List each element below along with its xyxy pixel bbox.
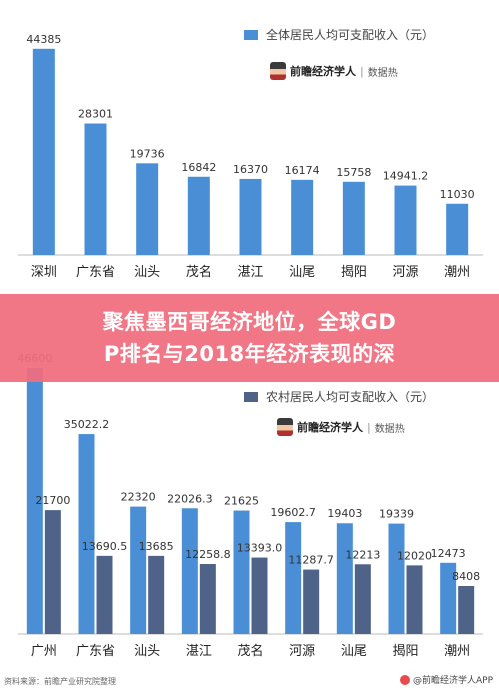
brand-name: 前瞻经济学人 xyxy=(290,65,356,78)
bar-series2-3 xyxy=(199,564,216,634)
bar-series2-2 xyxy=(148,555,165,634)
category-label: 广东省 xyxy=(76,265,115,280)
bar-series2-6 xyxy=(354,564,371,634)
chart2-plot: 4660021700广州35022.213690.5广东省2232013685汕… xyxy=(17,352,483,659)
bar-series2-5 xyxy=(303,569,320,634)
chart1-legend-swatch xyxy=(244,29,258,40)
footer-brand-label: @前瞻经济学人APP xyxy=(412,676,493,686)
data-label: 16842 xyxy=(181,161,216,174)
data-label: 12473 xyxy=(431,547,466,560)
data-label: 21700 xyxy=(35,494,70,507)
category-label: 潮州 xyxy=(444,644,470,659)
brand-separator: | xyxy=(360,64,364,78)
bar-series1-6 xyxy=(336,523,353,634)
data-label: 19403 xyxy=(327,507,362,520)
headline-line-1: 聚焦墨西哥经济地位，全球GD xyxy=(102,310,397,334)
data-label: 16370 xyxy=(233,163,268,176)
data-label: 12258.8 xyxy=(185,548,231,561)
chart2-legend-swatch xyxy=(244,391,258,402)
data-label: 22320 xyxy=(121,491,156,504)
data-label: 12020 xyxy=(397,549,432,562)
chart2-legend-label: 农村居民人均可支配收入（元） xyxy=(266,390,435,404)
bar-series2-8 xyxy=(458,586,475,634)
category-label: 汕尾 xyxy=(289,265,315,280)
data-label: 15758 xyxy=(336,166,371,179)
data-label: 28301 xyxy=(78,108,113,121)
footer-brand: @前瞻经济学人APP xyxy=(399,673,493,686)
data-label: 12213 xyxy=(345,548,380,561)
category-label: 湛江 xyxy=(186,644,212,659)
category-label: 广州 xyxy=(31,644,57,659)
chart1-legend-label: 全体居民人均可支配收入（元） xyxy=(266,28,435,42)
income-chart-2: 农村居民人均可支配收入（元） 前瞻经济学人 | 数据热 4660021700广州… xyxy=(0,294,499,689)
data-label: 19602.7 xyxy=(270,506,316,519)
brand-tag: 数据热 xyxy=(367,67,398,79)
data-label: 16174 xyxy=(285,164,320,177)
app-logo-icon xyxy=(399,674,410,685)
data-label: 13685 xyxy=(139,540,174,553)
bar-series1-8 xyxy=(440,562,457,634)
bar-series1-7 xyxy=(394,185,417,255)
data-label: 13393.0 xyxy=(237,542,283,555)
brand-tag: 数据热 xyxy=(374,423,405,435)
bar-series2-1 xyxy=(96,555,113,634)
brand-avatar-icon xyxy=(270,62,286,80)
bar-series1-1 xyxy=(78,434,95,634)
bar-series1-6 xyxy=(342,181,365,255)
data-label: 21625 xyxy=(224,495,259,508)
bar-series1-4 xyxy=(233,510,250,634)
brand-separator: | xyxy=(367,420,371,434)
category-label: 汕头 xyxy=(134,265,160,280)
bar-series2-7 xyxy=(406,565,423,634)
category-label: 揭阳 xyxy=(392,644,418,659)
category-label: 河源 xyxy=(289,644,315,659)
category-label: 茂名 xyxy=(237,643,263,659)
category-label: 汕头 xyxy=(134,644,160,659)
category-label: 深圳 xyxy=(31,265,57,280)
category-label: 汕尾 xyxy=(341,644,367,659)
bar-series1-3 xyxy=(181,508,198,634)
bar-series2-4 xyxy=(251,557,268,634)
data-label: 44385 xyxy=(26,33,61,46)
bar-series2-0 xyxy=(44,510,61,634)
data-label: 14941.2 xyxy=(383,170,429,183)
chart1-plot: 44385 深圳 28301 广东省 19736 汕头 16842 茂名 16370 湛江 1617… xyxy=(18,33,483,280)
data-label: 11287.7 xyxy=(288,554,334,567)
bar-series1-0 xyxy=(26,367,43,634)
bar-series1-0 xyxy=(32,48,55,255)
bar-series1-3 xyxy=(187,176,210,255)
data-label: 13690.5 xyxy=(82,540,128,553)
bar-series1-5 xyxy=(285,522,302,634)
headline-line-2: P排名与2018年经济表现的深 xyxy=(103,342,396,366)
bar-series1-8 xyxy=(446,203,469,255)
category-label: 河源 xyxy=(392,265,418,280)
bar-series1-4 xyxy=(239,178,262,255)
category-label: 茂名 xyxy=(186,264,212,280)
bar-series1-1 xyxy=(84,123,107,255)
category-label: 广东省 xyxy=(76,644,115,659)
chart2-brand: 前瞻经济学人 | 数据热 xyxy=(277,418,405,436)
chart2-legend: 农村居民人均可支配收入（元） xyxy=(244,388,434,405)
data-label: 22026.3 xyxy=(167,492,213,505)
bar-series1-2 xyxy=(130,506,147,634)
data-label: 19339 xyxy=(379,508,414,521)
category-label: 潮州 xyxy=(444,265,470,280)
source-note: 资料来源：前瞻产业研究院整理 xyxy=(4,677,116,686)
income-chart-1: 全体居民人均可支配收入（元） 前瞻经济学人 | 数据热 44385 深圳 28301… xyxy=(0,0,499,294)
bar-series1-2 xyxy=(136,163,159,255)
category-label: 揭阳 xyxy=(341,265,367,280)
chart1-brand: 前瞻经济学人 | 数据热 xyxy=(270,62,398,80)
brand-name: 前瞻经济学人 xyxy=(297,421,363,434)
brand-avatar-icon xyxy=(277,418,293,436)
headline-banner[interactable]: 聚焦墨西哥经济地位，全球GD P排名与2018年经济表现的深 xyxy=(0,294,499,382)
category-label: 湛江 xyxy=(237,265,263,280)
bar-series1-7 xyxy=(388,523,405,634)
data-label: 8408 xyxy=(452,570,480,583)
chart1-legend: 全体居民人均可支配收入（元） xyxy=(244,26,434,43)
data-label: 11030 xyxy=(440,188,475,201)
bar-series1-5 xyxy=(291,179,314,255)
data-label: 19736 xyxy=(130,147,165,160)
data-label: 35022.2 xyxy=(64,418,110,431)
